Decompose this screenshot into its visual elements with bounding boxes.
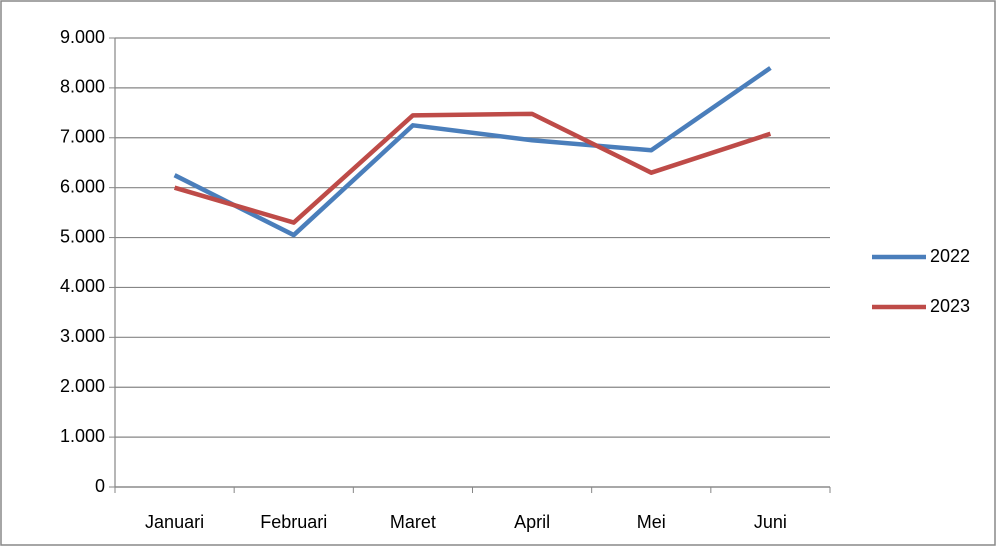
y-tick-label: 3.000 xyxy=(60,326,105,346)
y-tick-label: 0 xyxy=(95,476,105,496)
series-line xyxy=(173,111,772,225)
y-tick-label: 9.000 xyxy=(60,27,105,47)
y-tick-label: 6.000 xyxy=(60,176,105,196)
legend-label: 2022 xyxy=(930,246,970,266)
x-tick-label: Januari xyxy=(145,512,204,532)
y-tick-label: 8.000 xyxy=(60,77,105,97)
x-tick-label: Mei xyxy=(637,512,666,532)
y-tick-label: 1.000 xyxy=(60,426,105,446)
x-tick-label: Februari xyxy=(260,512,327,532)
legend-label: 2023 xyxy=(930,296,970,316)
y-tick-label: 7.000 xyxy=(60,127,105,147)
y-tick-label: 5.000 xyxy=(60,226,105,246)
x-tick-label: April xyxy=(514,512,550,532)
x-tick-label: Maret xyxy=(390,512,436,532)
series-line xyxy=(173,66,772,238)
y-tick-label: 2.000 xyxy=(60,376,105,396)
x-tick-label: Juni xyxy=(754,512,787,532)
y-tick-label: 4.000 xyxy=(60,276,105,296)
